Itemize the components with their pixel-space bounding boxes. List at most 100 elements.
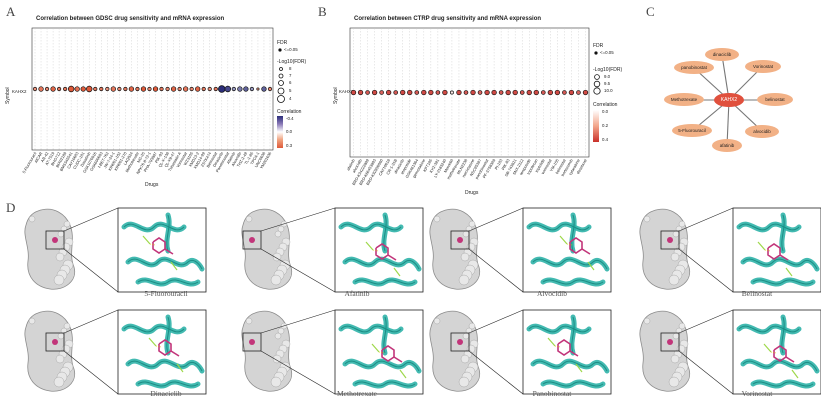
zoom-line xyxy=(468,248,524,293)
network-node-afatinib: afatinib xyxy=(712,139,742,152)
gdsc-dot-10 xyxy=(93,86,98,92)
ctrp-dot-1 xyxy=(357,89,364,96)
protein-helix-edge xyxy=(532,360,608,372)
ctrp-dot-3 xyxy=(371,89,378,96)
residue-stick xyxy=(365,241,374,251)
ligand-marker xyxy=(249,237,255,243)
gdsc-dot-14 xyxy=(117,86,122,92)
ligand-marker xyxy=(52,237,58,243)
ctrp-dot-21 xyxy=(498,90,504,95)
gdsc-dot-33 xyxy=(231,86,236,92)
binding-site-box xyxy=(660,230,680,250)
protein-helix-edge xyxy=(354,279,416,285)
zoom-box xyxy=(334,207,424,293)
protein-helix-edge xyxy=(127,258,203,270)
surface-texture xyxy=(462,230,470,238)
zoom-line xyxy=(678,207,734,232)
gdsc-dot-8 xyxy=(80,86,86,92)
ligand-bond xyxy=(581,248,591,255)
gdsc-dot-19 xyxy=(147,86,152,92)
surface-texture xyxy=(274,230,282,238)
ctrp-dot-20 xyxy=(491,89,497,96)
network-node-belinostat: belinostat xyxy=(757,93,793,106)
gdsc-dot-12 xyxy=(105,86,110,92)
gdsc-tick-label-2: AR-42 xyxy=(40,151,50,163)
network-node-alvocidib: alvocidib xyxy=(745,125,779,138)
gdsc-tick-label-36: TL-1-85 xyxy=(243,151,254,165)
ctrp-dot-22 xyxy=(505,89,511,96)
legend-b-corr-tick-2: 0.2 xyxy=(602,123,609,128)
protein-helix-edge xyxy=(571,316,575,354)
binding-site-box xyxy=(660,332,680,352)
panel-b-row-label: KAHX2 xyxy=(339,89,354,94)
residue-stick xyxy=(587,261,595,271)
ligand-bond xyxy=(569,350,579,357)
ctrp-dotplot: afatinibalvocidibBRD-K34222889BRD-K66453… xyxy=(345,27,590,186)
gdsc-tick-label-4: BHG712 xyxy=(50,151,62,166)
ctrp-dot-25 xyxy=(526,89,532,96)
residue-stick xyxy=(142,235,151,245)
surface-texture xyxy=(272,354,282,364)
residue-stick xyxy=(757,241,766,251)
ctrp-dot-29 xyxy=(554,89,561,96)
surface-texture xyxy=(270,376,282,388)
ctrp-dot-5 xyxy=(386,89,392,96)
protein-helix-edge xyxy=(137,279,199,285)
hbond xyxy=(770,351,777,354)
ligand-marker xyxy=(457,339,463,345)
surface-texture xyxy=(277,327,285,335)
residue-stick xyxy=(559,235,568,245)
network-node-methotrexate: Methotrexate xyxy=(664,93,704,106)
legend-a-size-circles xyxy=(277,67,285,103)
ctrp-dot-23 xyxy=(512,89,518,96)
surface-texture xyxy=(458,376,470,388)
legend-b-size-tick-3: 10.0 xyxy=(604,88,613,93)
panel-letter-c: C xyxy=(646,4,655,19)
network-node-dinaciclib: dinaciclib xyxy=(705,48,739,61)
gdsc-dot-1 xyxy=(38,86,44,92)
gdsc-dot-26 xyxy=(189,86,194,92)
ctrp-dot-4 xyxy=(379,90,384,95)
protein-helix-edge xyxy=(742,360,818,372)
zoom-box xyxy=(732,309,821,395)
surface-texture xyxy=(272,252,282,262)
protein-helix-edge xyxy=(137,381,199,387)
zoom-line xyxy=(468,350,524,395)
surface-texture xyxy=(668,274,680,286)
surface-texture xyxy=(643,215,651,223)
gdsc-dot-39 xyxy=(267,86,273,92)
ctrp-dot-18 xyxy=(477,90,483,95)
ctrp-dot-33 xyxy=(582,89,589,96)
legend-b-colorbar xyxy=(593,110,599,142)
residue-stick xyxy=(575,363,583,373)
protein-helix-edge xyxy=(752,279,814,285)
docking-figure-1 xyxy=(241,207,424,293)
docking-figure-3 xyxy=(639,207,821,293)
ligand-marker xyxy=(667,339,673,345)
ctrp-tick-label-0: afatinib xyxy=(345,158,356,171)
zoom-box xyxy=(522,309,612,395)
zoom-line xyxy=(678,248,734,293)
protein-helix-edge xyxy=(781,214,785,252)
surface-texture xyxy=(53,376,65,388)
gdsc-dot-25 xyxy=(182,86,189,92)
protein-helix-edge xyxy=(383,214,387,252)
gdsc-tick-label-16: LAQ824 xyxy=(122,150,134,166)
gdsc-dot-37 xyxy=(256,87,260,91)
ctrp-tick-label-29: YM-155 xyxy=(549,158,560,172)
gdsc-dot-35 xyxy=(243,86,249,92)
ctrp-dot-30 xyxy=(562,90,567,95)
panel-a-row-label: KAHX2 xyxy=(12,89,27,94)
network-node-panobinostat: panobinostat xyxy=(674,61,714,74)
surface-texture xyxy=(28,317,36,325)
legend-a-size-tick-2: 7 xyxy=(289,73,292,78)
legend-a-fdr-dot xyxy=(278,48,282,52)
legend-a-size-title: -Log10(FDR) xyxy=(277,59,307,65)
ctrp-tick-label-27: triptolide xyxy=(534,158,546,173)
gdsc-dot-34 xyxy=(237,86,243,92)
residue-stick xyxy=(148,337,157,347)
surface-texture xyxy=(678,220,686,228)
gdsc-plot-frame xyxy=(31,27,274,151)
network-node-vorinostat: Vorinostat xyxy=(745,60,781,73)
protein-helix-edge xyxy=(528,223,590,231)
